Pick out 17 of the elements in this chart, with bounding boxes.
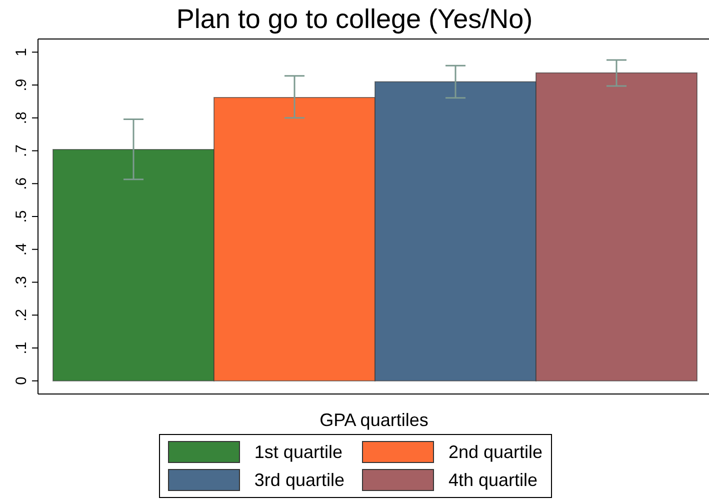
y-tick-label: 1 [13,48,30,56]
legend-label: 3rd quartile [254,470,344,490]
legend-label: 1st quartile [254,442,342,462]
legend-label: 4th quartile [448,470,538,490]
y-tick-label: 0 [13,376,30,386]
x-axis-title: GPA quartiles [320,410,428,430]
y-tick-label: .7 [13,144,30,158]
legend-label: 2nd quartile [448,442,543,462]
y-tick-label: .2 [13,308,30,322]
y-tick-label: .8 [13,112,30,124]
y-tick-label: .3 [13,276,30,288]
y-tick-label: .4 [13,243,30,256]
chart-title: Plan to go to college (Yes/No) [175,4,534,35]
y-tick-label: .6 [13,177,30,190]
y-tick-label: .5 [13,210,30,223]
y-tick-label: .1 [13,342,30,354]
y-tick-label: .9 [13,78,30,92]
